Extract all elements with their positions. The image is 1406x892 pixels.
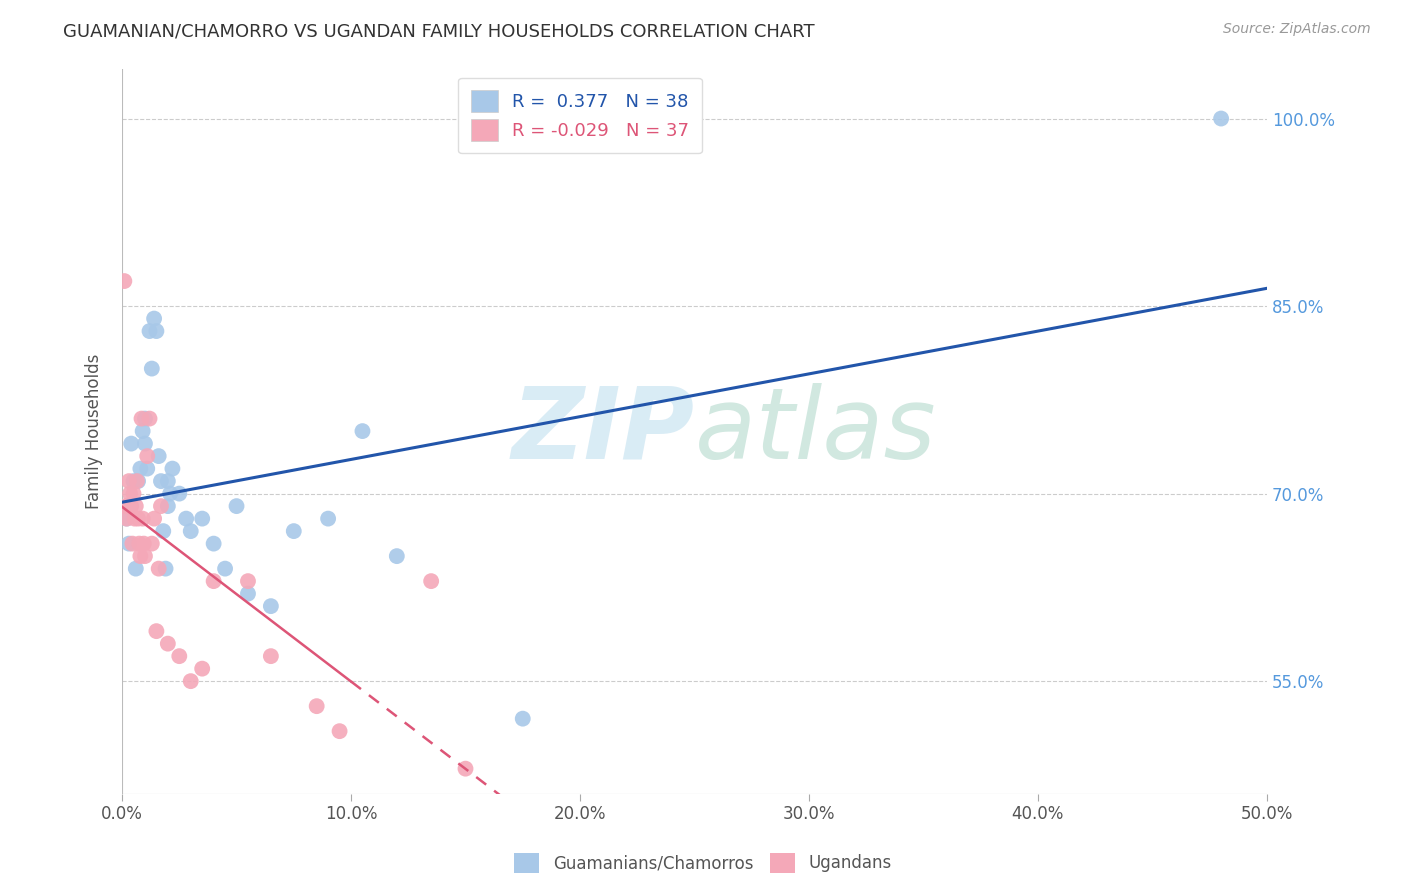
Point [156,474,179,488]
Point [115,511,138,525]
Point [127,474,149,488]
Point [191,511,214,525]
Point [118,536,141,550]
Point [225,499,247,513]
Point [329,724,352,739]
Point [117,499,139,513]
Point [155,561,177,575]
Text: ZIP: ZIP [512,383,695,480]
Point [316,511,339,525]
Point [131,411,153,425]
Point [122,474,145,488]
Point [115,511,138,525]
Point [180,674,202,689]
Point [120,436,142,450]
Point [152,524,174,538]
Point [129,549,152,563]
Point [134,411,156,425]
Point [121,536,143,550]
Point [138,324,160,338]
Point [454,762,477,776]
Point [125,499,148,513]
Point [156,499,179,513]
Point [120,486,142,500]
Point [114,499,136,513]
Point [169,649,191,664]
Point [129,461,152,475]
Point [141,536,163,550]
Point [141,361,163,376]
Point [202,574,225,588]
Point [145,324,167,338]
Point [136,449,159,463]
Point [138,411,160,425]
Point [148,449,170,463]
Point [136,461,159,475]
Point [149,474,172,488]
Point [120,499,142,513]
Point [143,511,166,525]
Text: Source: ZipAtlas.com: Source: ZipAtlas.com [1223,22,1371,37]
Point [125,561,148,575]
Point [202,536,225,550]
Point [260,649,283,664]
Point [127,511,149,525]
Point [191,662,214,676]
Legend: Guamanians/Chamorros, Ugandans: Guamanians/Chamorros, Ugandans [508,847,898,880]
Point [124,511,146,525]
Point [148,561,170,575]
Point [420,574,443,588]
Point [125,474,148,488]
Point [122,486,145,500]
Point [214,561,236,575]
Point [180,524,202,538]
Point [128,536,150,550]
Point [118,474,141,488]
Point [162,461,184,475]
Point [174,511,197,525]
Point [260,599,283,614]
Point [512,712,534,726]
Point [112,274,135,288]
Point [156,637,179,651]
Y-axis label: Family Households: Family Households [86,353,103,508]
Point [305,699,328,714]
Point [385,549,408,563]
Point [236,587,259,601]
Point [132,536,155,550]
Point [169,486,191,500]
Point [134,549,156,563]
Point [352,424,374,438]
Point [1209,112,1232,126]
Point [143,311,166,326]
Point [159,486,181,500]
Point [131,511,153,525]
Text: GUAMANIAN/CHAMORRO VS UGANDAN FAMILY HOUSEHOLDS CORRELATION CHART: GUAMANIAN/CHAMORRO VS UGANDAN FAMILY HOU… [63,22,815,40]
Point [131,424,153,438]
Point [283,524,305,538]
Text: atlas: atlas [695,383,936,480]
Point [149,499,172,513]
Point [236,574,259,588]
Point [134,436,156,450]
Legend: R =  0.377   N = 38, R = -0.029   N = 37: R = 0.377 N = 38, R = -0.029 N = 37 [458,78,702,153]
Point [145,624,167,639]
